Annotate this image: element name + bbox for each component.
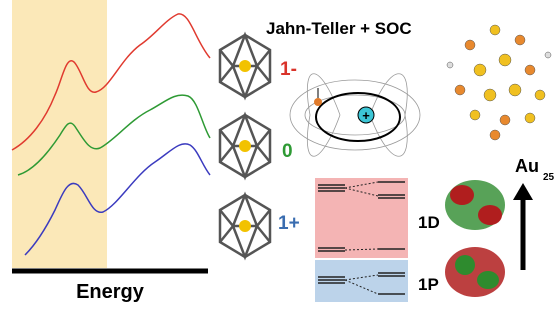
charge-label: 0 — [282, 141, 293, 162]
orbitals — [445, 180, 505, 297]
charge-label: 1+ — [278, 213, 300, 234]
up-arrow — [513, 183, 533, 270]
d-region — [315, 178, 408, 258]
highlight-band — [12, 0, 107, 268]
cluster-label: Au — [515, 156, 539, 176]
center-symbol: + — [362, 108, 370, 123]
title: Jahn-Teller + SOC — [266, 19, 412, 38]
level-label: 1P — [418, 275, 439, 294]
cluster-subscript: 25 — [543, 172, 555, 183]
au25-cluster — [447, 25, 551, 140]
level-label: 1D — [418, 213, 440, 232]
p-region — [315, 260, 408, 302]
electron — [314, 98, 322, 106]
axis-label: Energy — [76, 281, 145, 303]
charge-label: 1- — [280, 59, 297, 80]
figure: Energy 1- 0 1+ Jahn-Teller + SOC + Au 25… — [0, 0, 558, 305]
